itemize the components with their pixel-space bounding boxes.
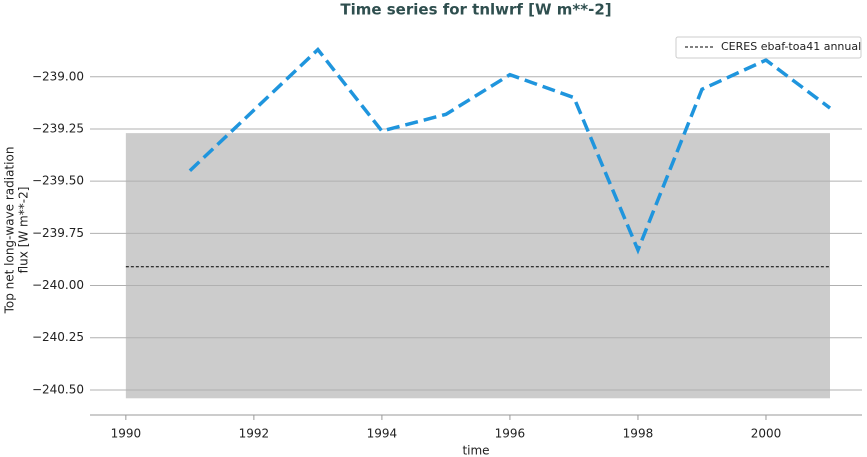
y-axis-label: flux [W m**-2] — [17, 187, 31, 274]
y-tick-label: −239.50 — [32, 174, 84, 188]
x-tick-label: 2000 — [751, 427, 782, 441]
x-tick-label: 1998 — [623, 427, 654, 441]
x-tick-label: 1992 — [239, 427, 270, 441]
y-axis-label: Top net long-wave radiation — [3, 147, 17, 315]
chart-title: Time series for tnlwrf [W m**-2] — [340, 1, 611, 19]
x-axis-label: time — [462, 444, 489, 457]
y-tick-label: −239.00 — [32, 69, 84, 83]
y-tick-label: −240.25 — [32, 330, 84, 344]
x-tick-label: 1990 — [111, 427, 142, 441]
x-tick-label: 1994 — [367, 427, 398, 441]
reference-band — [125, 133, 830, 399]
y-tick-label: −240.00 — [32, 278, 84, 292]
x-tick-label: 1996 — [495, 427, 526, 441]
data-line — [188, 47, 832, 255]
legend-label: CERES ebaf-toa41 annual — [721, 40, 861, 53]
y-tick-label: −240.50 — [32, 382, 84, 396]
legend-box — [675, 36, 862, 59]
y-tick-label: −239.25 — [32, 121, 84, 135]
y-tick-label: −239.75 — [32, 226, 84, 240]
